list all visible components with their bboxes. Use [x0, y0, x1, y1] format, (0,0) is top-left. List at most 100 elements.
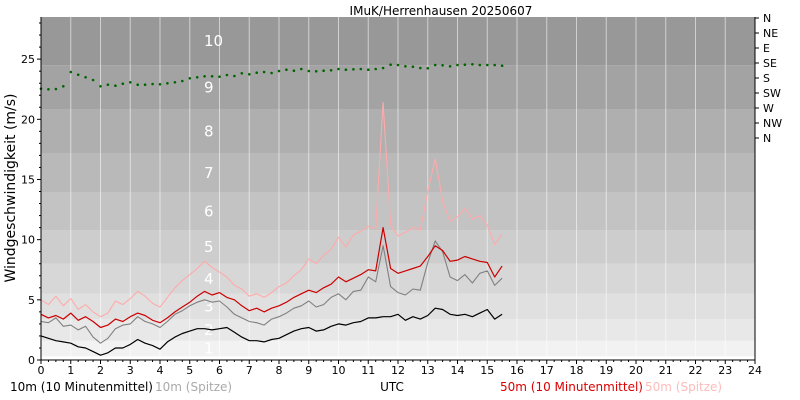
direction-point-13: [136, 83, 139, 86]
direction-point-41: [344, 68, 348, 71]
direction-point-37: [314, 70, 318, 73]
direction-point-27: [240, 72, 244, 75]
x-tick-label-24: 24: [748, 364, 762, 377]
direction-point-40: [337, 67, 340, 71]
direction-point-60: [486, 63, 489, 67]
direction-label-5: SW: [763, 87, 781, 100]
legend-item-1: 10m (Spitze): [155, 380, 232, 394]
series-line-3: [40, 101, 503, 318]
x-tick-label-23: 23: [718, 364, 732, 377]
direction-point-61: [493, 63, 497, 67]
direction-point-9: [106, 83, 110, 86]
direction-point-59: [478, 63, 482, 67]
direction-point-52: [426, 67, 430, 70]
direction-point-4: [69, 70, 73, 74]
x-tick-label-1: 1: [67, 364, 74, 377]
beaufort-label-8: 8: [204, 122, 214, 140]
direction-point-53: [433, 63, 437, 67]
direction-point-12: [129, 81, 132, 84]
direction-point-3: [62, 85, 65, 88]
x-tick-label-18: 18: [570, 364, 584, 377]
direction-point-26: [233, 74, 236, 78]
x-tick-label-14: 14: [451, 364, 465, 377]
direction-label-7: NW: [763, 117, 782, 130]
direction-point-14: [143, 83, 147, 86]
direction-point-31: [270, 71, 273, 75]
direction-label-8: N: [763, 132, 771, 145]
direction-point-29: [255, 71, 258, 74]
x-tick-label-11: 11: [361, 364, 375, 377]
series-layer: [39, 63, 504, 356]
beaufort-label-7: 7: [204, 164, 214, 182]
direction-point-20: [188, 77, 192, 80]
legend-item-2: 50m (10 Minutenmittel): [500, 380, 643, 394]
y-tick-label-10: 10: [21, 234, 35, 247]
direction-point-21: [195, 76, 199, 79]
y-tick-label-0: 0: [28, 354, 35, 367]
y-axis-label: Windgeschwindigkeit (m/s): [3, 93, 19, 282]
beaufort-label-3: 3: [204, 297, 214, 315]
direction-point-25: [225, 73, 229, 77]
x-tick-label-12: 12: [391, 364, 405, 377]
x-tick-labels: 0 1 2 3 4 5 6 7 8 9 10 11 12 13 14 15 16 17 18 19 20 21 22 23 24: [38, 360, 762, 377]
x-tick-label-3: 3: [127, 364, 134, 377]
direction-point-22: [203, 75, 206, 78]
x-tick-label-8: 8: [276, 364, 283, 377]
direction-point-23: [210, 75, 214, 78]
beaufort-label-5: 5: [204, 238, 214, 256]
direction-point-1: [47, 88, 50, 91]
direction-point-33: [285, 68, 288, 71]
direction-point-48: [396, 63, 400, 67]
series-line-2: [40, 227, 503, 329]
direction-labels: N NE E SE S SW W NW N: [755, 12, 782, 145]
direction-point-17: [166, 82, 169, 85]
direction-point-18: [173, 81, 177, 84]
direction-point-62: [500, 64, 504, 67]
direction-point-6: [84, 76, 87, 79]
x-axis-label: UTC: [380, 380, 404, 394]
direction-point-19: [181, 79, 184, 83]
x-tick-label-2: 2: [97, 364, 104, 377]
direction-point-5: [76, 73, 80, 76]
direction-point-42: [352, 68, 355, 71]
legend-item-0: 10m (10 Minutenmittel): [10, 380, 153, 394]
direction-point-50: [411, 65, 415, 68]
x-tick-label-19: 19: [599, 364, 613, 377]
direction-point-45: [374, 67, 378, 71]
direction-point-10: [114, 84, 117, 87]
y-tick-label-5: 5: [28, 294, 35, 307]
direction-point-46: [381, 66, 385, 70]
direction-point-16: [158, 83, 162, 86]
legend: 10m (10 Minutenmittel) 10m (Spitze) 50m (1…: [10, 380, 722, 394]
direction-label-1: NE: [763, 27, 778, 40]
x-tick-label-17: 17: [540, 364, 554, 377]
x-tick-label-13: 13: [421, 364, 435, 377]
y-tick-label-15: 15: [21, 173, 35, 186]
direction-point-58: [471, 63, 474, 66]
x-tick-label-6: 6: [216, 364, 223, 377]
direction-label-3: SE: [763, 57, 777, 70]
direction-point-28: [248, 73, 251, 76]
direction-point-32: [277, 69, 281, 73]
direction-point-30: [262, 70, 266, 74]
direction-point-2: [54, 87, 58, 91]
chart-title: IMuK/Herrenhausen 20250607: [350, 4, 533, 18]
direction-point-57: [463, 63, 467, 66]
x-tick-label-21: 21: [659, 364, 673, 377]
direction-point-56: [456, 63, 459, 67]
beaufort-label-4: 4: [204, 270, 214, 288]
x-tick-label-16: 16: [510, 364, 524, 377]
direction-point-7: [91, 78, 95, 82]
direction-label-4: S: [763, 72, 770, 85]
beaufort-label-10: 10: [204, 32, 223, 50]
direction-label-2: E: [763, 42, 770, 55]
vertical-gridlines: [40, 17, 756, 360]
x-tick-label-9: 9: [305, 364, 312, 377]
beaufort-label-9: 9: [204, 78, 214, 96]
direction-point-47: [389, 63, 392, 66]
series-line-1: [40, 240, 503, 344]
x-tick-label-10: 10: [332, 364, 346, 377]
direction-point-24: [218, 75, 221, 78]
direction-point-35: [300, 67, 303, 71]
